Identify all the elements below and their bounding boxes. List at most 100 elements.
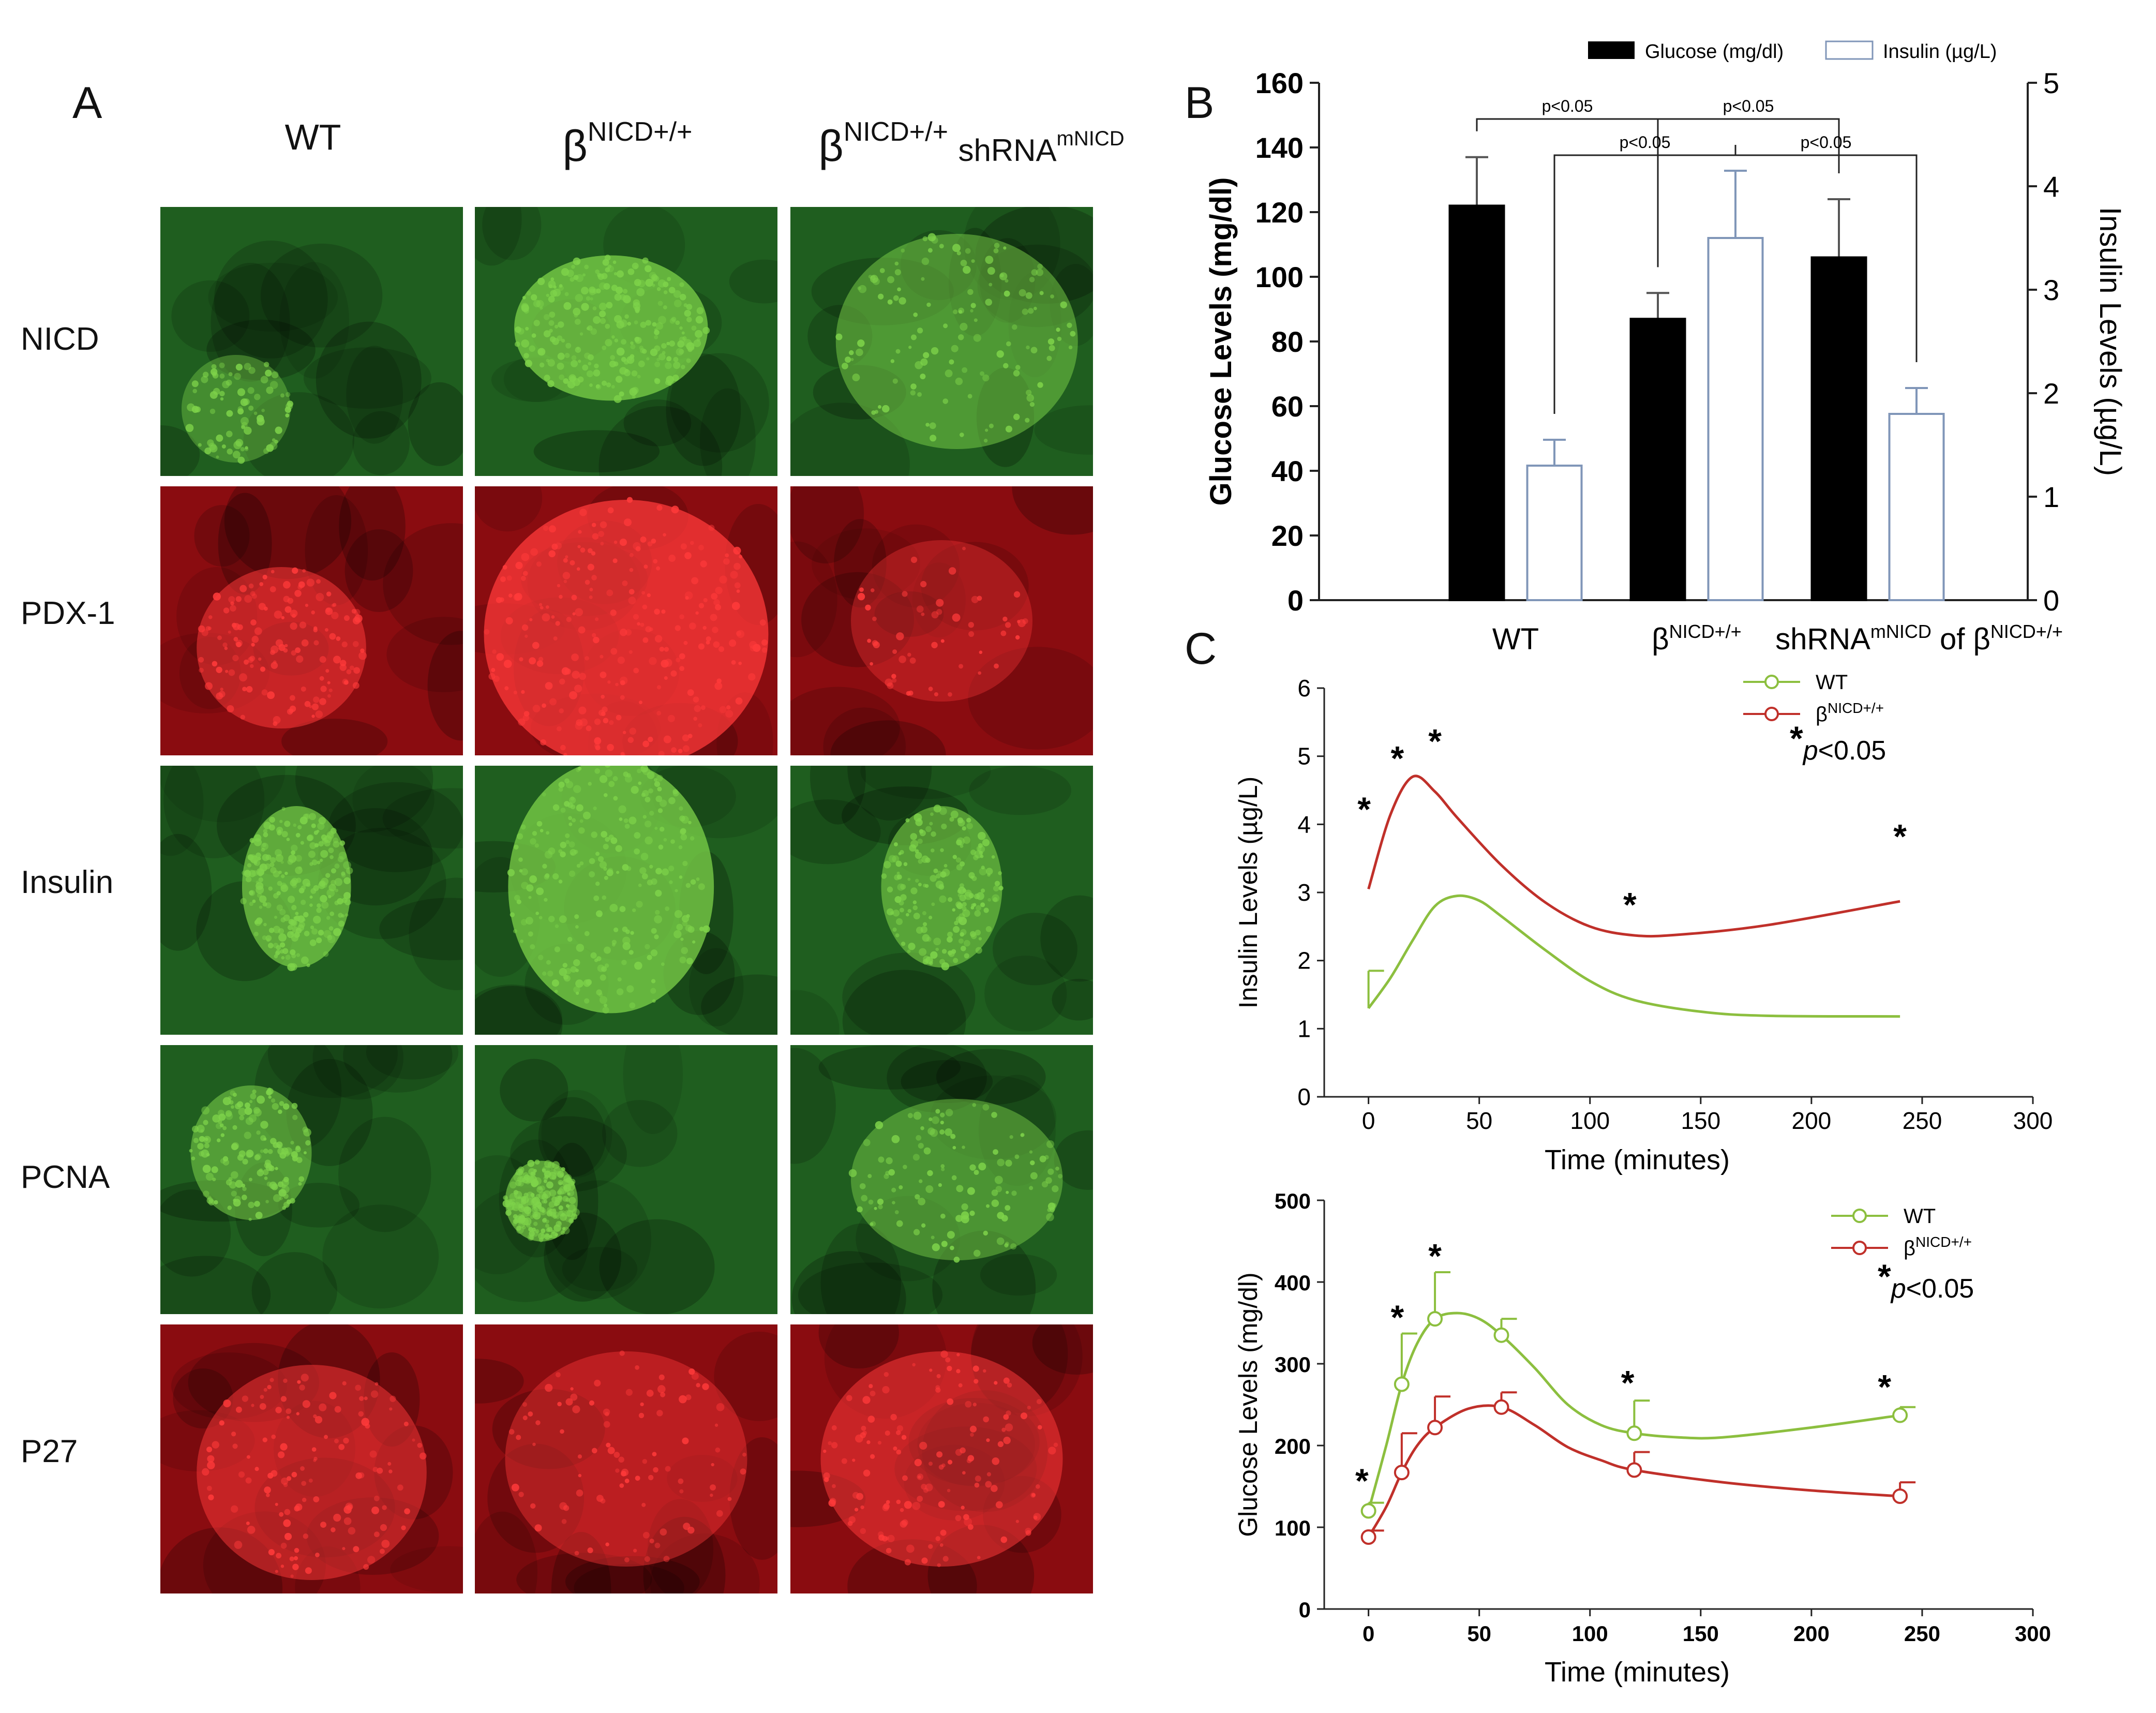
cell-nucleus [893,1446,897,1451]
legend-label-glucose: Glucose (mg/dl) [1645,41,1784,63]
cell-nucleus [978,671,982,675]
cell-nucleus [214,1200,218,1204]
cell-nucleus [231,1105,234,1109]
column-header-suffix-sup: mNICD [1056,127,1125,150]
data-point [1394,1376,1410,1392]
cell-nucleus [304,931,310,936]
cell-nucleus [263,1388,267,1392]
cell-nucleus [526,291,531,296]
cell-nucleus [271,371,279,379]
tissue-lobe [647,1499,714,1593]
cell-nucleus [617,977,622,982]
cell-nucleus [278,933,287,942]
cell-nucleus [538,955,544,960]
cell-nucleus [571,1208,580,1217]
cell-nucleus [324,628,328,632]
cell-nucleus [680,833,687,841]
cell-nucleus [628,650,633,654]
cell-nucleus [927,233,936,242]
panel-a-letter: A [72,78,102,128]
cell-nucleus [912,1363,916,1367]
cell-nucleus [857,592,865,601]
cell-nucleus [239,585,247,592]
cell-nucleus [600,974,606,981]
cell-nucleus [588,782,592,786]
cell-nucleus [652,1452,657,1456]
cell-nucleus [907,652,911,657]
cell-nucleus [269,1181,277,1189]
cell-nucleus [1000,630,1007,636]
cell-nucleus [867,1174,872,1179]
cell-nucleus [251,840,254,843]
cell-nucleus [974,910,981,917]
cell-nucleus [979,868,987,875]
cell-nucleus [209,391,218,399]
cell-nucleus [559,1173,564,1177]
cell-nucleus [996,350,1004,358]
cell-nucleus [637,768,642,773]
cell-nucleus [581,287,589,295]
cell-nucleus [297,1380,301,1384]
cell-nucleus [204,448,212,455]
cell-nucleus [568,816,573,821]
cell-nucleus [331,868,336,874]
cell-nucleus [623,818,628,823]
column-header-main: WT [285,117,341,157]
cell-nucleus [306,835,313,841]
cell-nucleus [996,1237,1005,1245]
legend-label: WT [1904,1205,1936,1228]
cell-nucleus [241,1195,247,1200]
cell-nucleus [918,883,922,887]
cell-nucleus [998,871,1002,875]
cell-nucleus [640,1402,644,1407]
cell-nucleus [725,553,729,558]
cell-nucleus [955,377,963,385]
cell-nucleus [570,560,575,565]
cell-nucleus [614,293,622,301]
cell-nucleus [559,594,563,599]
cell-nucleus [947,931,953,937]
x-category-label: βNICD+/+ [1652,621,1741,656]
cell-nucleus [352,640,359,647]
significance-star: * [1893,817,1907,856]
cell-nucleus [620,680,625,686]
cell-nucleus [922,959,929,965]
tissue-lobe [383,523,463,645]
cell-nucleus [559,967,567,976]
cell-nucleus [635,1476,640,1481]
cell-nucleus [198,443,202,447]
cell-nucleus [565,833,570,839]
cell-nucleus [315,1416,323,1424]
cell-nucleus [887,886,893,892]
cell-nucleus [526,884,534,892]
cell-nucleus [232,451,241,459]
cell-nucleus [682,734,690,741]
micrograph-texture [475,486,777,755]
cell-nucleus [299,621,307,629]
significance-star: * [1390,1298,1404,1336]
cell-nucleus [269,441,278,450]
tissue-lobe [379,898,463,961]
cell-nucleus [576,261,580,264]
y2-tick-label: 5 [2043,67,2059,99]
cell-nucleus [274,610,282,619]
cell-nucleus [275,639,283,647]
cell-nucleus [570,277,575,282]
cell-nucleus [702,925,710,933]
cell-nucleus [622,731,626,735]
cell-nucleus [572,612,576,616]
cell-nucleus [545,1224,550,1228]
cell-nucleus [622,580,628,586]
cell-nucleus [247,863,252,868]
cell-nucleus [296,953,301,957]
cell-nucleus [604,946,611,954]
cell-nucleus [253,411,258,415]
micrograph-texture [790,1045,1093,1314]
significance-label: p<0.05 [1542,97,1593,115]
cell-nucleus [268,1549,275,1556]
islet-region [505,1351,747,1567]
cell-nucleus [559,374,565,380]
cell-nucleus [921,1484,927,1490]
cell-nucleus [878,1156,885,1163]
cell-nucleus [1070,331,1076,337]
